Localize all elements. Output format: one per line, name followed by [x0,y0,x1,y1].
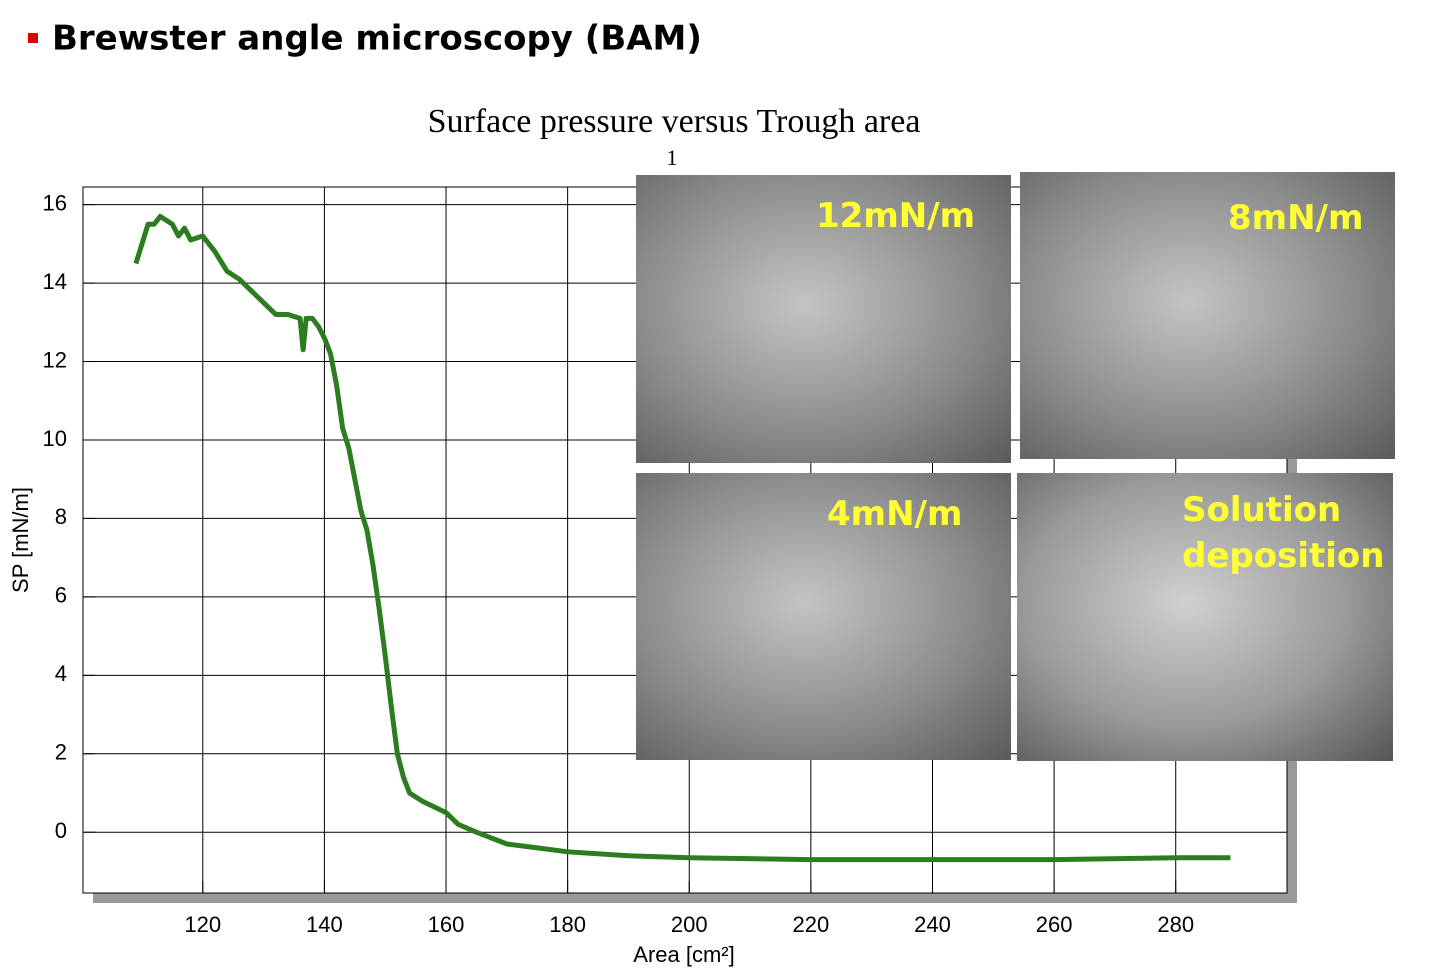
x-tick-label: 240 [914,912,951,937]
x-tick-label: 260 [1036,912,1073,937]
image-label: 8mN/m [1228,198,1364,238]
chart-subtitle: 1 [667,145,678,170]
image-label: 4mN/m [827,494,963,534]
image-label: Solution deposition [1182,490,1385,576]
y-tick-label: 12 [43,347,67,372]
y-tick-label: 4 [55,661,67,686]
bam-image [636,175,1011,463]
x-tick-label: 120 [184,912,221,937]
y-tick-label: 16 [43,190,67,215]
x-axis-label: Area [cm²] [633,942,734,967]
x-tick-label: 220 [793,912,830,937]
bullet [28,33,38,43]
y-tick-label: 6 [55,583,67,608]
x-tick-label: 180 [549,912,586,937]
heading: Brewster angle microscopy (BAM) [52,19,702,59]
y-tick-label: 0 [55,818,67,843]
y-tick-label: 14 [43,269,67,294]
data-line [133,213,1231,863]
bam-image [636,473,1011,760]
x-tick-label: 160 [428,912,465,937]
chart-title: Surface pressure versus Trough area [428,103,921,140]
y-tick-label: 8 [55,504,67,529]
x-tick-label: 280 [1157,912,1194,937]
image-label: 12mN/m [816,196,976,236]
x-tick-label: 200 [671,912,708,937]
y-axis-label: SP [mN/m] [8,487,33,593]
y-tick-label: 10 [43,426,67,451]
y-tick-label: 2 [55,740,67,765]
bam-image [1017,473,1393,761]
x-tick-label: 140 [306,912,343,937]
bam-image [1020,172,1395,459]
